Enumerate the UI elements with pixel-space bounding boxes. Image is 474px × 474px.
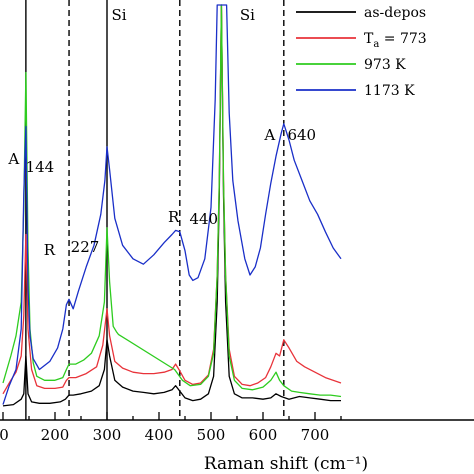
reference-lines bbox=[25, 0, 285, 420]
annotation-2: 144 bbox=[26, 158, 55, 176]
annotation-8: Si bbox=[240, 6, 255, 24]
x-tick-label-300: 300 bbox=[93, 426, 122, 444]
legend-box bbox=[356, 0, 474, 110]
annotation-3: R bbox=[44, 241, 56, 259]
x-tick-label-500: 500 bbox=[197, 426, 226, 444]
x-tick-label-0: 0 bbox=[0, 426, 9, 444]
annotation-10: 640 bbox=[287, 126, 316, 144]
annotation-1: A bbox=[7, 150, 19, 168]
x-axis-ticks bbox=[2, 412, 342, 420]
x-tick-label-400: 400 bbox=[145, 426, 174, 444]
series-line-1 bbox=[2, 4, 341, 407]
x-tick-label-600: 600 bbox=[249, 426, 278, 444]
x-axis-label: Raman shift (cm⁻¹) bbox=[204, 454, 368, 474]
x-tick-label-700: 700 bbox=[301, 426, 330, 444]
series-line-2 bbox=[2, 4, 342, 395]
peak-annotations: A 144 R 227 Si R 440 Si A 640 bbox=[7, 6, 316, 259]
x-tick-labels: 0 200 300 400 500 600 700 bbox=[0, 426, 329, 444]
annotation-5: Si bbox=[111, 6, 126, 24]
legend-label-4: 1173 K bbox=[364, 83, 415, 99]
annotation-9: A bbox=[263, 126, 275, 144]
series-line-3 bbox=[2, 4, 342, 398]
x-tick-label-200: 200 bbox=[41, 426, 70, 444]
annotation-7: 440 bbox=[189, 210, 218, 228]
series-line-4 bbox=[2, 4, 342, 405]
series-group bbox=[2, 4, 342, 407]
legend-label-1: as-depos bbox=[364, 5, 426, 21]
legend-label-2: Ta = 773 bbox=[364, 31, 427, 50]
annotation-6: R bbox=[168, 208, 180, 226]
legend: as-depos Ta = 773 973 K 1173 K bbox=[296, 0, 474, 110]
legend-label-3: 973 K bbox=[364, 57, 406, 73]
annotation-4: 227 bbox=[71, 238, 100, 256]
